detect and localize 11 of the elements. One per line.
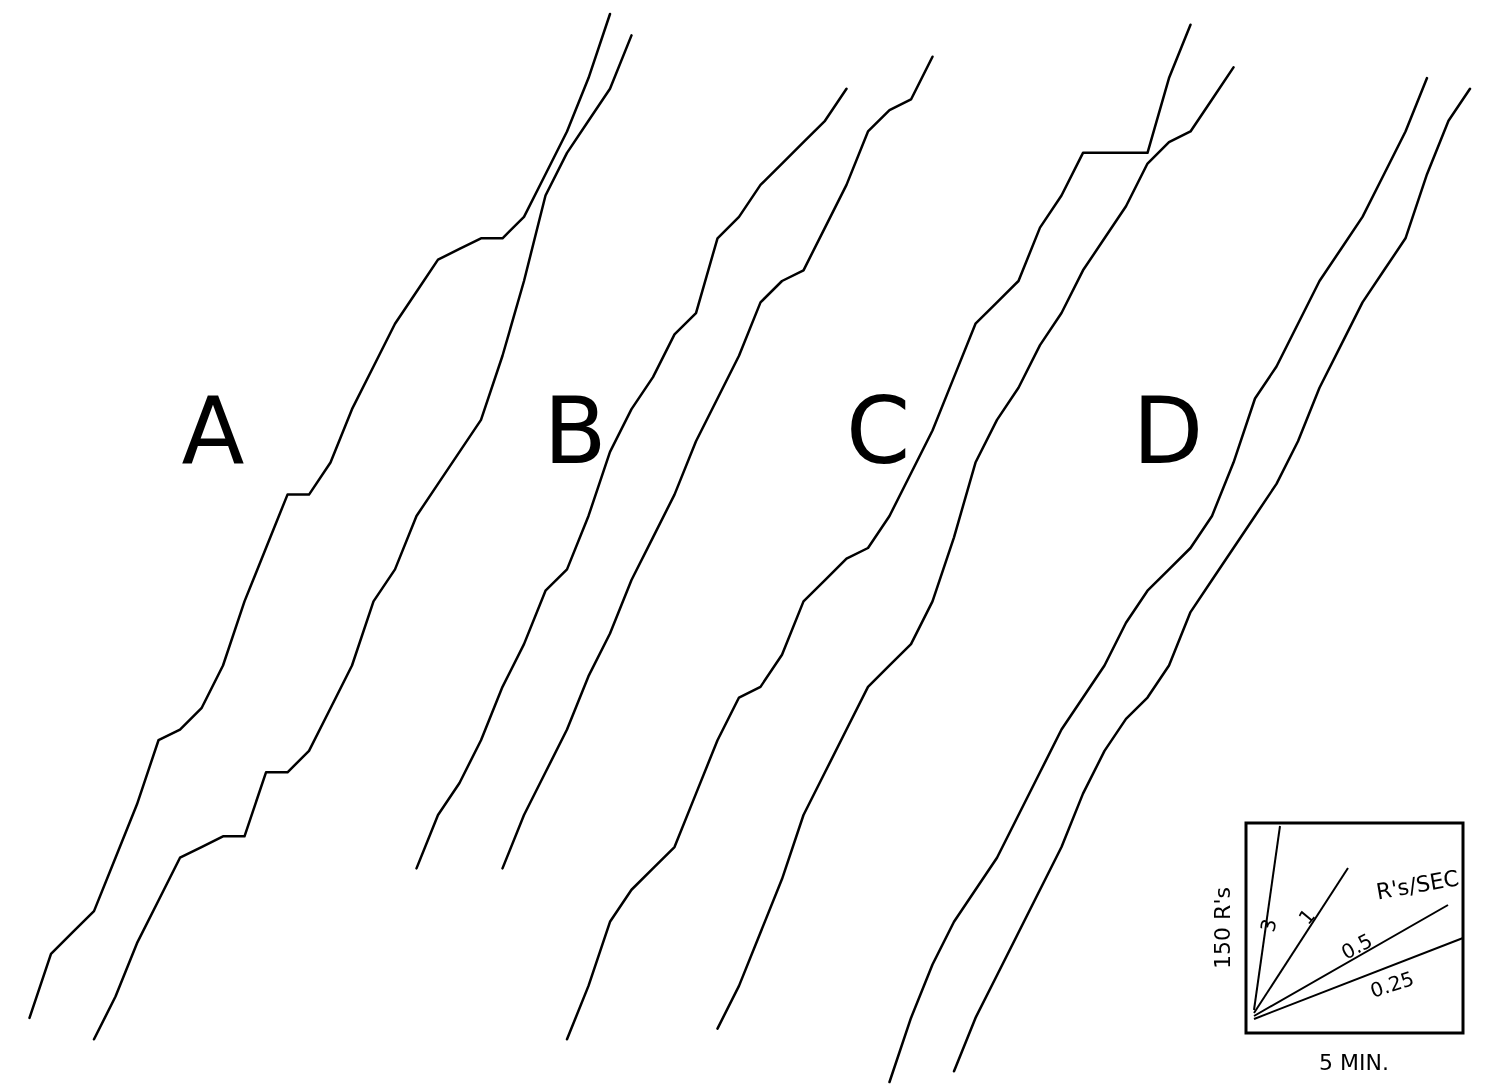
annotation: 3 — [1255, 916, 1282, 935]
annotation: A — [181, 378, 245, 485]
annotation: 150 R's — [1210, 887, 1235, 969]
annotation: R's/SEC — [1374, 865, 1461, 905]
annotation: B — [543, 378, 607, 485]
annotation: 0.25 — [1367, 966, 1417, 1003]
annotation: 0.5 — [1337, 928, 1377, 965]
annotation: C — [845, 378, 911, 485]
annotation: 1 — [1293, 904, 1321, 930]
annotation: 5 MIN. — [1319, 1050, 1389, 1075]
annotation: D — [1132, 378, 1204, 485]
